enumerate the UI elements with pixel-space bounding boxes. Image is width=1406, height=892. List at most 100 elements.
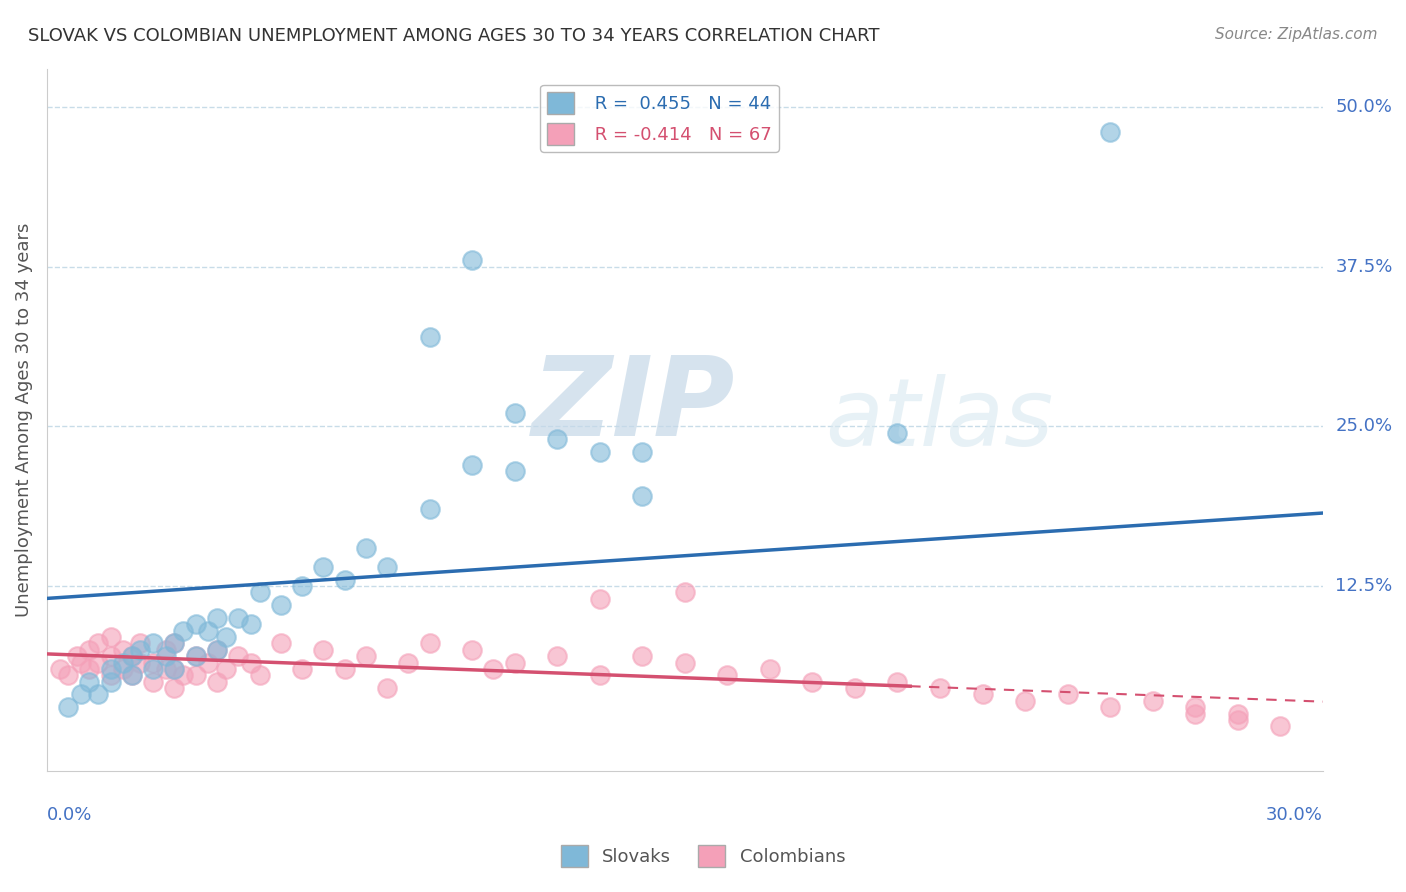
Point	[48, 662, 70, 676]
Point	[155, 662, 177, 676]
Point	[205, 674, 228, 689]
Point	[716, 668, 738, 682]
Point	[163, 636, 186, 650]
Point	[631, 490, 654, 504]
Point	[214, 662, 236, 676]
Point	[205, 642, 228, 657]
Point	[66, 649, 89, 664]
Point	[249, 668, 271, 682]
Point	[333, 662, 356, 676]
Point	[226, 649, 249, 664]
Point	[100, 662, 122, 676]
Point	[197, 656, 219, 670]
Point	[197, 624, 219, 638]
Text: 37.5%: 37.5%	[1336, 258, 1393, 276]
Point	[79, 662, 101, 676]
Text: 0.0%: 0.0%	[46, 806, 93, 824]
Point	[240, 656, 263, 670]
Point	[121, 668, 143, 682]
Point	[354, 541, 377, 555]
Point	[333, 573, 356, 587]
Point	[163, 662, 186, 676]
Point	[886, 674, 908, 689]
Point	[589, 591, 612, 606]
Point	[121, 668, 143, 682]
Point	[801, 674, 824, 689]
Point	[112, 656, 135, 670]
Point	[155, 642, 177, 657]
Text: 12.5%: 12.5%	[1336, 577, 1393, 595]
Point	[419, 636, 441, 650]
Point	[673, 585, 696, 599]
Point	[87, 688, 110, 702]
Point	[270, 636, 292, 650]
Point	[56, 700, 79, 714]
Point	[1184, 706, 1206, 721]
Point	[270, 598, 292, 612]
Point	[172, 624, 194, 638]
Point	[1226, 713, 1249, 727]
Point	[1226, 706, 1249, 721]
Point	[163, 636, 186, 650]
Point	[121, 649, 143, 664]
Point	[631, 649, 654, 664]
Point	[129, 636, 152, 650]
Legend: Slovaks, Colombians: Slovaks, Colombians	[554, 838, 852, 874]
Point	[100, 630, 122, 644]
Text: atlas: atlas	[825, 375, 1053, 466]
Point	[79, 642, 101, 657]
Point	[1056, 688, 1078, 702]
Text: Source: ZipAtlas.com: Source: ZipAtlas.com	[1215, 27, 1378, 42]
Point	[631, 444, 654, 458]
Point	[249, 585, 271, 599]
Point	[291, 662, 314, 676]
Point	[886, 425, 908, 440]
Point	[112, 662, 135, 676]
Point	[100, 674, 122, 689]
Point	[100, 668, 122, 682]
Point	[929, 681, 952, 695]
Point	[121, 649, 143, 664]
Legend:  R =  0.455   N = 44,  R = -0.414   N = 67: R = 0.455 N = 44, R = -0.414 N = 67	[540, 85, 779, 153]
Point	[546, 649, 568, 664]
Point	[79, 674, 101, 689]
Text: 25.0%: 25.0%	[1336, 417, 1392, 435]
Text: 30.0%: 30.0%	[1265, 806, 1323, 824]
Point	[759, 662, 782, 676]
Point	[70, 656, 93, 670]
Point	[100, 649, 122, 664]
Point	[1099, 700, 1122, 714]
Point	[205, 611, 228, 625]
Point	[56, 668, 79, 682]
Point	[354, 649, 377, 664]
Point	[1142, 694, 1164, 708]
Point	[375, 559, 398, 574]
Point	[461, 253, 484, 268]
Point	[184, 649, 207, 664]
Point	[226, 611, 249, 625]
Point	[112, 642, 135, 657]
Point	[142, 674, 165, 689]
Point	[163, 681, 186, 695]
Point	[844, 681, 866, 695]
Point	[589, 668, 612, 682]
Text: SLOVAK VS COLOMBIAN UNEMPLOYMENT AMONG AGES 30 TO 34 YEARS CORRELATION CHART: SLOVAK VS COLOMBIAN UNEMPLOYMENT AMONG A…	[28, 27, 880, 45]
Point	[312, 642, 335, 657]
Point	[240, 617, 263, 632]
Point	[142, 656, 165, 670]
Point	[172, 668, 194, 682]
Text: 50.0%: 50.0%	[1336, 98, 1392, 116]
Point	[461, 458, 484, 472]
Point	[1184, 700, 1206, 714]
Point	[87, 636, 110, 650]
Point	[972, 688, 994, 702]
Point	[1014, 694, 1036, 708]
Point	[1099, 125, 1122, 139]
Point	[184, 668, 207, 682]
Point	[419, 502, 441, 516]
Point	[142, 662, 165, 676]
Point	[1270, 719, 1292, 733]
Point	[396, 656, 419, 670]
Point	[184, 617, 207, 632]
Point	[163, 662, 186, 676]
